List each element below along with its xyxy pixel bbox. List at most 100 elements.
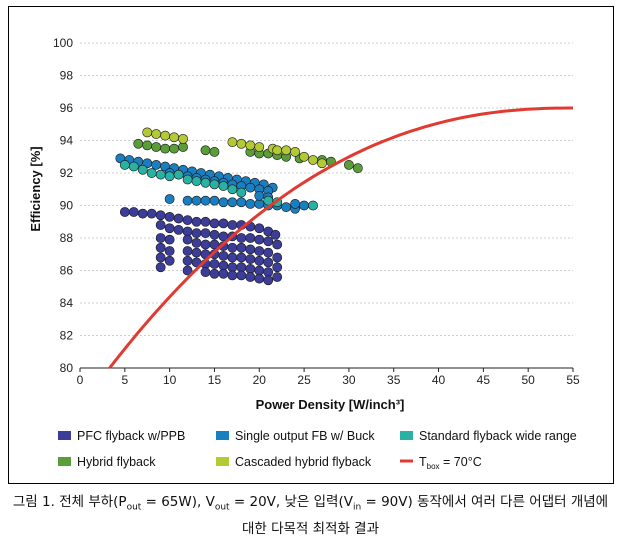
point-pfc-flyback-w-ppb — [245, 263, 256, 274]
point-pfc-flyback-w-ppb — [227, 220, 238, 230]
point-hybrid-flyback — [200, 145, 211, 156]
point-single-output-fb-w-buck — [254, 198, 265, 209]
point-pfc-flyback-w-ppb — [209, 259, 220, 269]
point-pfc-flyback-w-ppb — [182, 234, 193, 245]
point-standard-flyback-wide-range — [137, 164, 148, 175]
point-cascaded-hybrid-flyback — [227, 137, 238, 148]
point-pfc-flyback-w-ppb — [254, 246, 265, 256]
point-pfc-flyback-w-ppb — [245, 244, 256, 255]
point-standard-flyback-wide-range — [173, 169, 184, 180]
legend-swatch-cascaded — [216, 457, 229, 466]
point-pfc-flyback-w-ppb — [182, 226, 193, 237]
x-tick-label: 10 — [163, 373, 177, 387]
point-pfc-flyback-w-ppb — [254, 255, 265, 266]
point-cascaded-hybrid-flyback — [254, 142, 265, 152]
point-pfc-flyback-w-ppb — [164, 211, 175, 222]
point-cascaded-hybrid-flyback — [299, 151, 309, 162]
legend-swatch-pfc — [58, 431, 71, 440]
point-standard-flyback-wide-range — [227, 184, 238, 195]
point-pfc-flyback-w-ppb — [128, 207, 139, 217]
point-pfc-flyback-w-ppb — [270, 229, 281, 240]
point-pfc-flyback-w-ppb — [236, 270, 247, 281]
point-pfc-flyback-w-ppb — [182, 215, 193, 226]
point-standard-flyback-wide-range — [119, 159, 130, 170]
point-pfc-flyback-w-ppb — [200, 216, 211, 227]
point-standard-flyback-wide-range — [236, 187, 247, 198]
point-pfc-flyback-w-ppb — [236, 233, 247, 243]
point-hybrid-flyback — [160, 143, 171, 154]
data-points — [115, 127, 363, 286]
point-single-output-fb-w-buck — [290, 198, 301, 209]
point-pfc-flyback-w-ppb — [218, 260, 229, 271]
point-cascaded-hybrid-flyback — [290, 146, 301, 157]
point-pfc-flyback-w-ppb — [119, 207, 130, 217]
point-pfc-flyback-w-ppb — [200, 228, 211, 239]
point-pfc-flyback-w-ppb — [254, 223, 265, 234]
x-tick-label: 25 — [297, 373, 311, 387]
point-standard-flyback-wide-range — [182, 174, 193, 185]
y-tick-label: 96 — [60, 101, 74, 115]
y-tick-label: 100 — [53, 36, 73, 50]
point-pfc-flyback-w-ppb — [191, 216, 202, 227]
point-pfc-flyback-w-ppb — [272, 262, 283, 273]
point-single-output-fb-w-buck — [151, 159, 162, 170]
legend-label-cascaded: Cascaded hybrid flyback — [235, 455, 372, 469]
point-cascaded-hybrid-flyback — [308, 155, 318, 165]
point-pfc-flyback-w-ppb — [236, 262, 247, 273]
y-tick-label: 88 — [60, 231, 74, 245]
legend-label-tbox: Tbox = 70°C — [419, 455, 482, 471]
point-pfc-flyback-w-ppb — [191, 247, 202, 258]
point-cascaded-hybrid-flyback — [178, 133, 188, 144]
point-standard-flyback-wide-range — [200, 177, 211, 188]
point-cascaded-hybrid-flyback — [281, 145, 292, 156]
point-single-output-fb-w-buck — [281, 202, 292, 213]
point-pfc-flyback-w-ppb — [263, 247, 274, 258]
point-pfc-flyback-w-ppb — [164, 255, 175, 266]
point-pfc-flyback-w-ppb — [155, 210, 166, 221]
point-pfc-flyback-w-ppb — [191, 237, 202, 248]
legend-label-single: Single output FB w/ Buck — [235, 429, 375, 443]
legend-label-standard: Standard flyback wide range — [419, 429, 577, 443]
efficiency-scatter-chart: 80 82 84 86 88 90 92 94 96 98 100 0 5 10 15 20 25 30 35 40… — [28, 36, 580, 471]
point-pfc-flyback-w-ppb — [155, 242, 166, 253]
y-tick-label: 94 — [60, 134, 74, 148]
point-standard-flyback-wide-range — [209, 179, 220, 190]
point-cascaded-hybrid-flyback — [317, 158, 327, 169]
point-standard-flyback-wide-range — [155, 169, 166, 180]
point-pfc-flyback-w-ppb — [146, 208, 157, 219]
point-pfc-flyback-w-ppb — [245, 254, 256, 265]
point-single-output-fb-w-buck — [299, 200, 309, 211]
point-standard-flyback-wide-range — [128, 161, 139, 172]
point-pfc-flyback-w-ppb — [200, 267, 211, 278]
point-single-output-fb-w-buck — [245, 198, 256, 209]
point-pfc-flyback-w-ppb — [263, 267, 274, 278]
point-pfc-flyback-w-ppb — [155, 262, 166, 273]
point-pfc-flyback-w-ppb — [191, 228, 202, 239]
point-hybrid-flyback — [352, 163, 363, 174]
legend-swatch-standard — [400, 431, 413, 440]
point-hybrid-flyback — [209, 146, 220, 157]
point-pfc-flyback-w-ppb — [254, 265, 265, 276]
legend-label-hybrid: Hybrid flyback — [77, 455, 156, 469]
y-tick-labels: 80 82 84 86 88 90 92 94 96 98 100 — [53, 36, 73, 375]
point-hybrid-flyback — [151, 142, 162, 152]
point-pfc-flyback-w-ppb — [245, 233, 256, 243]
point-pfc-flyback-w-ppb — [227, 270, 238, 281]
point-pfc-flyback-w-ppb — [155, 233, 166, 243]
x-tick-label: 15 — [208, 373, 222, 387]
point-cascaded-hybrid-flyback — [272, 145, 283, 156]
point-pfc-flyback-w-ppb — [263, 257, 274, 268]
point-single-output-fb-w-buck — [182, 195, 193, 206]
point-cascaded-hybrid-flyback — [169, 132, 180, 143]
point-single-output-fb-w-buck — [218, 197, 229, 208]
point-pfc-flyback-w-ppb — [245, 272, 256, 282]
figure-caption: 그림 1. 전체 부하(Pout = 65W), Vout = 20V, 낮은 … — [0, 492, 621, 540]
point-pfc-flyback-w-ppb — [155, 220, 166, 230]
point-pfc-flyback-w-ppb — [173, 224, 184, 235]
x-axis-label: Power Density [W/inch³] — [256, 397, 405, 412]
point-standard-flyback-wide-range — [164, 171, 175, 182]
point-single-output-fb-w-buck — [191, 195, 202, 206]
point-pfc-flyback-w-ppb — [182, 255, 193, 266]
point-pfc-flyback-w-ppb — [263, 275, 274, 286]
point-pfc-flyback-w-ppb — [218, 218, 229, 229]
